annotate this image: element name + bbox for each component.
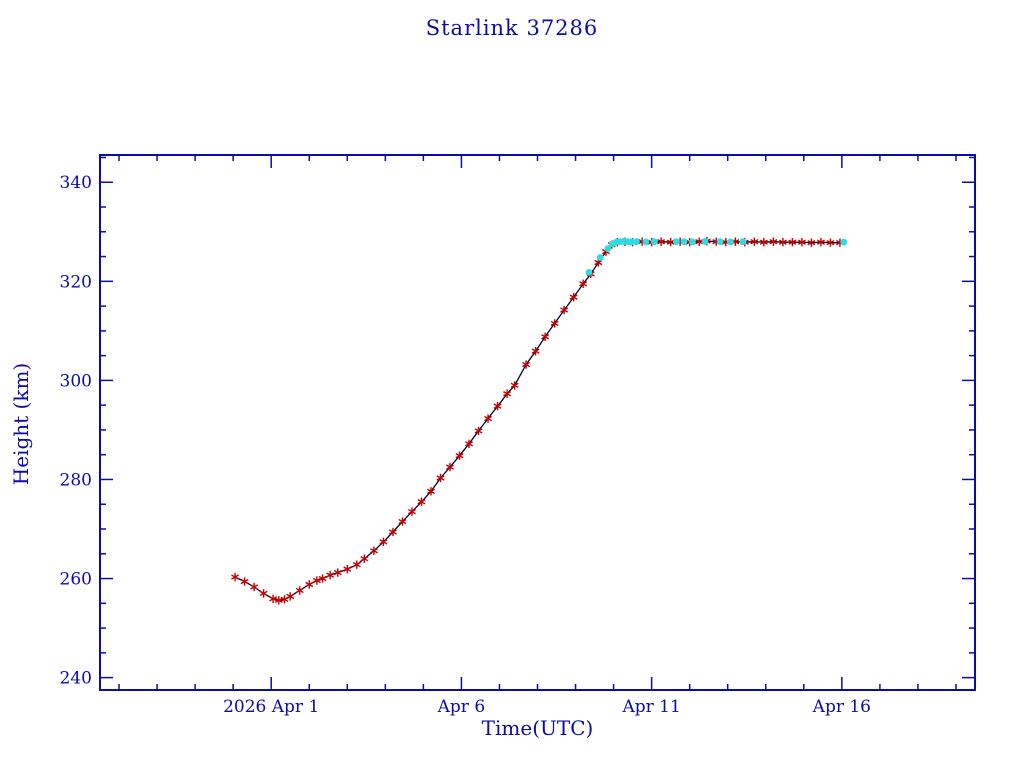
height-track-line: [234, 240, 840, 601]
x-axis-label: Time(UTC): [481, 716, 594, 740]
y-tick-label: 240: [60, 669, 92, 689]
y-tick-label: 280: [60, 470, 92, 490]
measured-height-red-asterisks-markers: [231, 236, 844, 605]
x-tick-label: Apr 6: [437, 697, 486, 717]
axis-ticks: [100, 155, 975, 690]
y-tick-label: 300: [60, 371, 92, 391]
chart-title: Starlink 37286: [425, 16, 599, 40]
y-tick-label: 340: [60, 173, 92, 193]
tick-labels: 2026 Apr 1 Apr 6 Apr 11 Apr 16 240 260 280 300 3…: [60, 173, 871, 717]
x-tick-label: 2026 Apr 1: [223, 697, 319, 717]
plot-frame: [99, 154, 976, 691]
x-tick-label: Apr 11: [621, 697, 680, 717]
y-tick-label: 260: [60, 570, 92, 590]
y-axis-label: Height (km): [9, 362, 33, 486]
y-tick-label: 320: [60, 272, 92, 292]
predicted-height-cyan-dots-markers: [585, 238, 848, 276]
x-tick-label: Apr 16: [812, 697, 871, 717]
